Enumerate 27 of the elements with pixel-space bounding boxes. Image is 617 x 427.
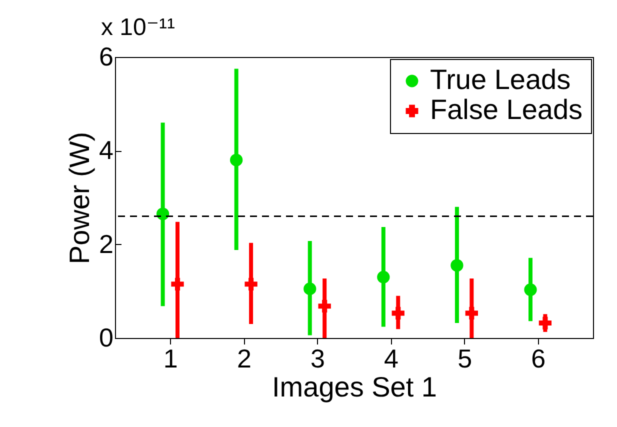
y-axis-title: Power (W) xyxy=(64,132,96,264)
point xyxy=(524,283,537,296)
y-tick-label: 4 xyxy=(99,135,114,166)
legend-label: True Leads xyxy=(430,64,571,95)
x-tick-label: 3 xyxy=(310,344,325,374)
point xyxy=(304,282,316,296)
point xyxy=(392,306,404,320)
point xyxy=(244,278,258,290)
point xyxy=(230,154,243,166)
point xyxy=(171,278,184,290)
x-axis-title: Images Set 1 xyxy=(272,372,437,402)
x-tick-label: 4 xyxy=(384,344,399,374)
x-tick-label: 1 xyxy=(163,344,178,374)
point xyxy=(377,270,390,284)
y-tick-label: 6 xyxy=(99,42,114,72)
point xyxy=(318,300,331,312)
x-tick-label: 2 xyxy=(236,344,252,374)
x-tick-label: 6 xyxy=(531,344,546,374)
x-tick-label: 5 xyxy=(458,344,472,374)
y-tick-label: 2 xyxy=(99,228,114,259)
point xyxy=(156,208,170,220)
point xyxy=(465,306,478,320)
point xyxy=(538,316,552,330)
y-tick-label: 0 xyxy=(99,322,114,352)
point xyxy=(450,259,464,272)
legend-label: False Leads xyxy=(430,94,583,125)
text: x 10⁻¹¹ xyxy=(101,14,176,41)
